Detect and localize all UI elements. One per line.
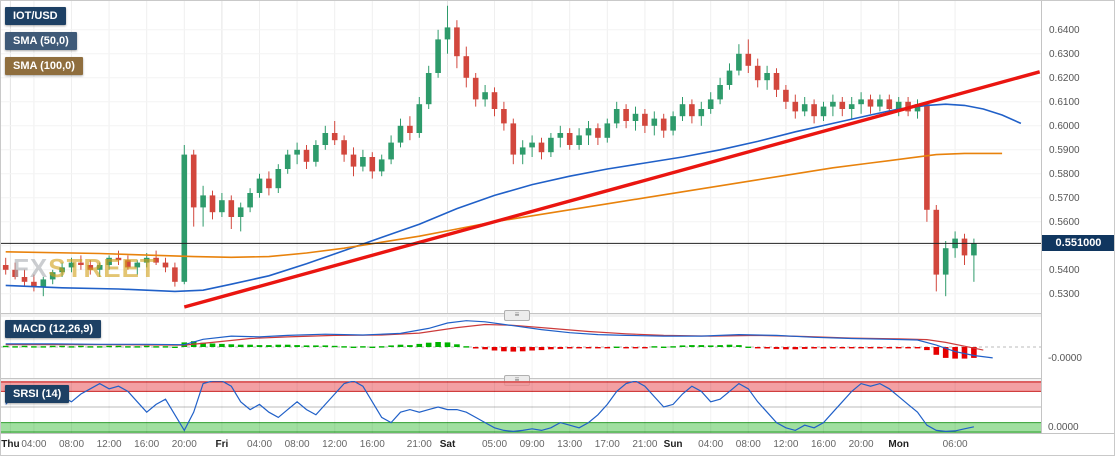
symbol-badge[interactable]: IOT/USD [5, 7, 66, 25]
price-axis-label: 0.5800 [1049, 168, 1080, 180]
time-axis-label: 08:00 [735, 439, 761, 450]
time-axis-label: 16:00 [810, 439, 837, 450]
time-axis-label: 20:00 [171, 439, 197, 450]
panel-resize-handle-icon[interactable]: ≡ [504, 310, 530, 321]
macd-badge[interactable]: MACD (12,26,9) [5, 320, 102, 338]
current-price-tag: 0.551000 [1042, 235, 1114, 252]
time-axis-label: 05:00 [481, 439, 508, 450]
price-axis-label: 0.5300 [1049, 288, 1080, 300]
time-axis-day-label: Fri [215, 439, 229, 450]
price-axis-label: 0.5900 [1049, 144, 1080, 156]
panel-separator: ≡ [1, 310, 1041, 321]
time-axis[interactable]: Thu 04:00 08:00 12:00 16:00 20:00 Fri 04:00 08:0… [1, 433, 1114, 455]
time-axis-label: 16:00 [134, 439, 160, 450]
macd-value-label: -0.0000 [1048, 352, 1082, 364]
price-axis-label: 0.5700 [1049, 192, 1080, 204]
time-axis-label: 04:00 [246, 439, 273, 450]
watermark-fx: FX [13, 253, 49, 283]
time-axis-label: 12:00 [773, 439, 799, 450]
price-axis-label: 0.6000 [1049, 120, 1080, 132]
price-axis-label: 0.6100 [1049, 96, 1080, 108]
watermark-street: STREET [48, 253, 157, 283]
macd-chart[interactable] [1, 316, 1041, 378]
price-axis-label: 0.6300 [1049, 48, 1080, 60]
time-axis-label: 08:00 [284, 439, 310, 450]
srsi-badge[interactable]: SRSI (14) [5, 385, 70, 403]
price-axis-label: 0.5400 [1049, 264, 1080, 276]
fxstreet-watermark: FXSTREET [13, 253, 157, 284]
time-axis-label: 21:00 [406, 439, 432, 450]
time-axis-label: 06:00 [942, 439, 968, 450]
srsi-value-label: 0.0000 [1048, 421, 1079, 433]
price-axis-label: 0.6200 [1049, 72, 1080, 84]
time-axis-label: 12:00 [96, 439, 122, 450]
price-axis[interactable]: 0.6400 0.6300 0.6200 0.6100 0.6000 0.5900 0.58… [1041, 1, 1114, 433]
time-axis-label: 21:00 [632, 439, 658, 450]
price-chart[interactable] [1, 1, 1041, 313]
time-axis-label: 13:00 [557, 439, 583, 450]
macd-canvas[interactable] [1, 316, 1041, 378]
time-axis-day-label: Sun [663, 439, 683, 450]
time-axis-day-label: Thu [1, 439, 20, 450]
time-axis-label: 04:00 [21, 439, 47, 450]
price-axis-label: 0.6400 [1049, 24, 1080, 36]
price-axis-label: 0.5600 [1049, 216, 1080, 228]
candlestick-canvas[interactable] [1, 1, 1041, 313]
time-axis-label: 20:00 [848, 439, 874, 450]
time-axis-label: 16:00 [359, 439, 385, 450]
srsi-canvas[interactable] [1, 381, 1041, 433]
time-axis-label: 17:00 [594, 439, 620, 450]
sma50-badge[interactable]: SMA (50,0) [5, 32, 77, 50]
srsi-chart[interactable] [1, 381, 1041, 433]
time-axis-label: 04:00 [698, 439, 724, 450]
time-axis-label: 08:00 [58, 439, 85, 450]
sma100-badge[interactable]: SMA (100,0) [5, 57, 83, 75]
time-axis-day-label: Sat [439, 439, 456, 450]
time-axis-label: 12:00 [322, 439, 348, 450]
time-axis-day-label: Mon [888, 439, 909, 450]
time-axis-label: 09:00 [519, 439, 545, 450]
